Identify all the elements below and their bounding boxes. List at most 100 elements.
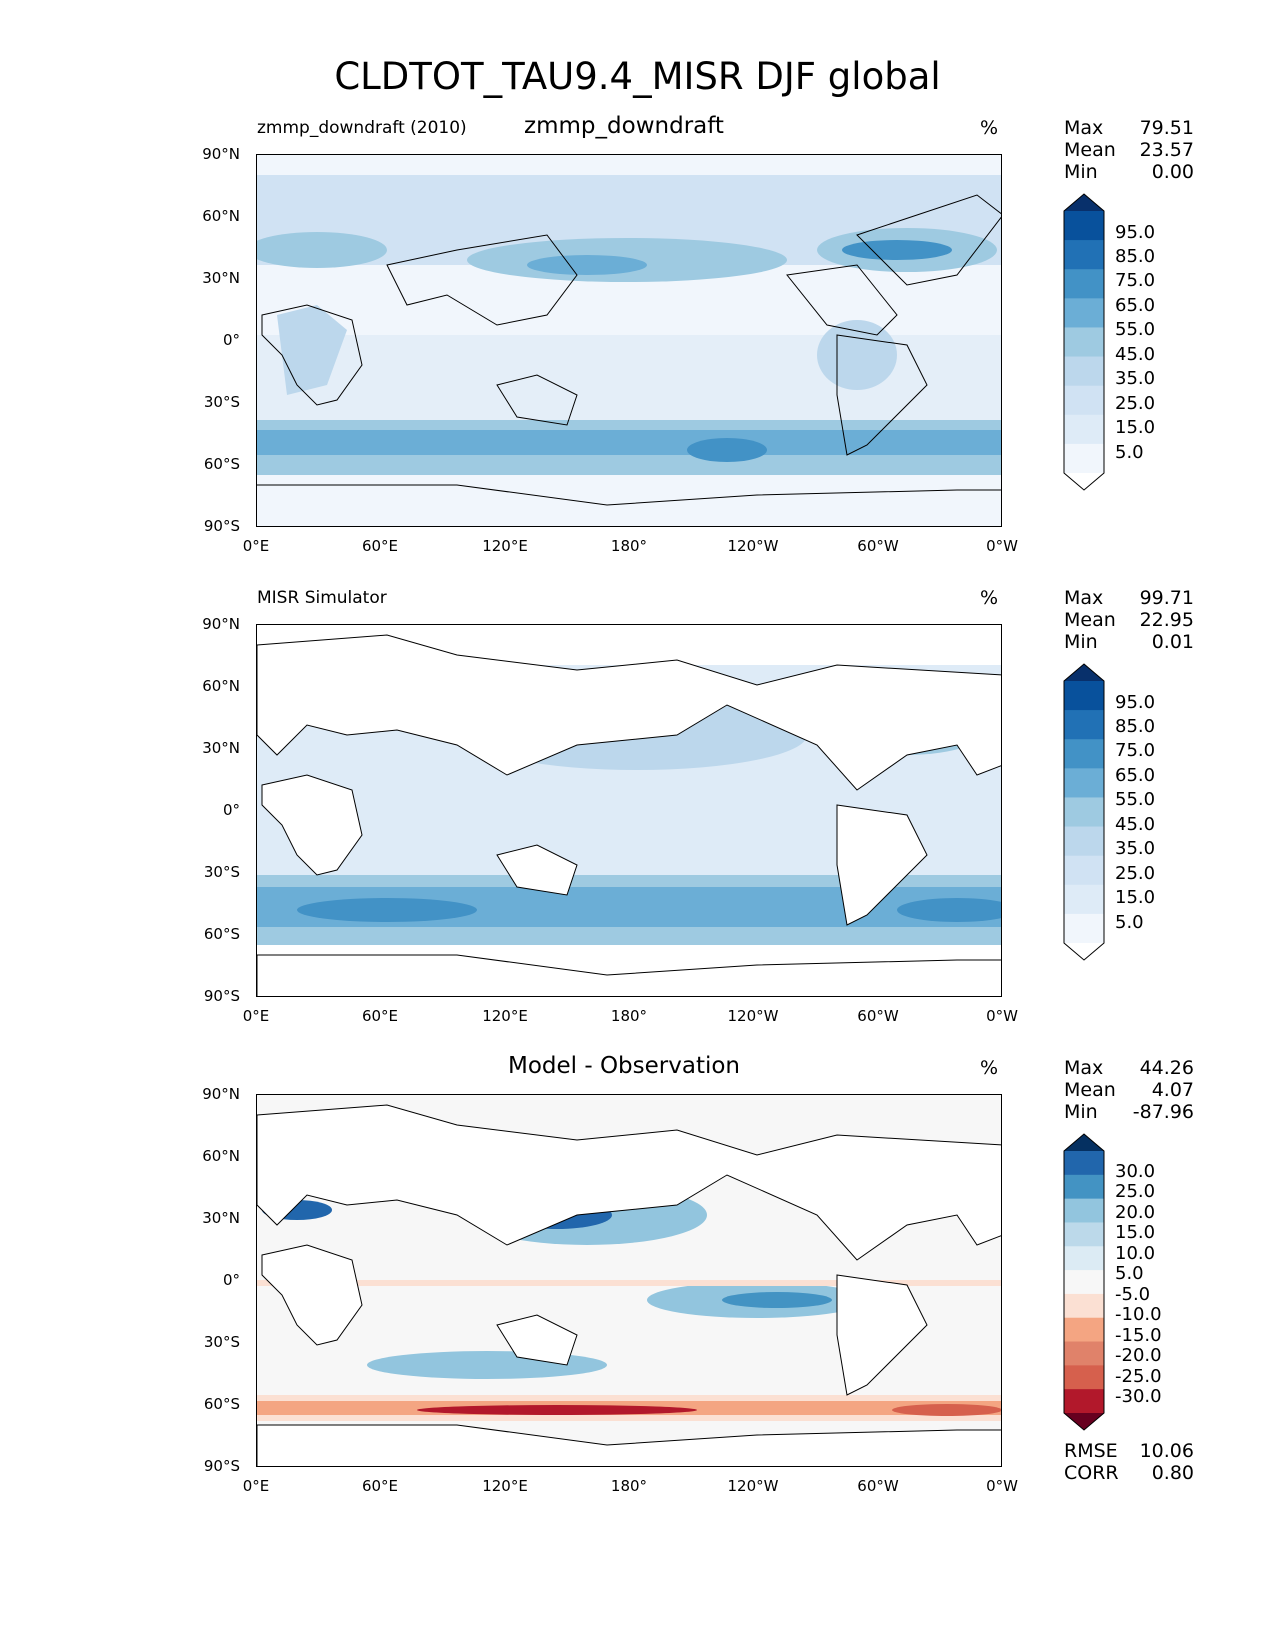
colorbar-segment <box>1064 1222 1104 1247</box>
map-model <box>256 154 1002 527</box>
lon-tick: 180° <box>610 1007 648 1025</box>
colorbar-tick: 15.0 <box>1115 1222 1156 1243</box>
panel-left-title: zmmp_downdraft (2010) <box>257 118 467 138</box>
colorbar-segment <box>1064 269 1104 299</box>
colorbar-tick: -30.0 <box>1115 1386 1162 1407</box>
corr-label: CORR <box>1064 1462 1119 1484</box>
stats-box: Max 44.26 Mean 4.07 Min -87.96 <box>1064 1057 1194 1123</box>
colorbar-segment <box>1064 664 1104 681</box>
stat-max-value: 44.26 <box>1139 1057 1194 1079</box>
colorbar-tick: -20.0 <box>1115 1345 1162 1366</box>
lon-tick: 60°E <box>361 1477 399 1495</box>
panel-left-title: MISR Simulator <box>257 588 387 608</box>
colorbar-tick: -5.0 <box>1115 1284 1151 1305</box>
colorbar-tick: 45.0 <box>1115 814 1156 835</box>
colorbar-tick: 45.0 <box>1115 344 1156 365</box>
rmse-value: 10.06 <box>1139 1440 1194 1462</box>
colorbar-tick: 25.0 <box>1115 863 1156 884</box>
colorbar-tick: 30.0 <box>1115 1161 1156 1182</box>
colorbar-tick: 35.0 <box>1115 838 1156 859</box>
colorbar-segment <box>1064 327 1104 358</box>
colorbar-tick: 85.0 <box>1115 716 1156 737</box>
colorbar-segment <box>1064 385 1104 416</box>
stats-box: Max 79.51 Mean 23.57 Min 0.00 <box>1064 117 1194 183</box>
stat-max-label: Max <box>1064 1057 1104 1079</box>
colorbar-segment <box>1064 1198 1104 1223</box>
colorbar-segment <box>1064 913 1104 944</box>
lat-tick: 60°S <box>203 1395 240 1413</box>
colorbar-tick: 10.0 <box>1115 1243 1156 1264</box>
colorbar <box>1063 1133 1105 1431</box>
stat-max-label: Max <box>1064 587 1104 609</box>
colorbar <box>1063 663 1105 961</box>
colorbar-segment <box>1064 943 1104 960</box>
stats-box: Max 99.71 Mean 22.95 Min 0.01 <box>1064 587 1194 653</box>
colorbar-tick: 5.0 <box>1115 912 1144 933</box>
colorbar-segment <box>1064 739 1104 769</box>
lon-tick: 60°W <box>857 537 899 555</box>
units-label: % <box>980 1057 999 1079</box>
lat-tick: 30°S <box>203 1333 240 1351</box>
figure-title: CLDTOT_TAU9.4_MISR DJF global <box>334 55 941 98</box>
map-observation-field <box>257 625 1001 996</box>
stat-max-label: Max <box>1064 117 1104 139</box>
lat-tick: 60°N <box>202 207 240 225</box>
lon-tick: 180° <box>610 537 648 555</box>
colorbar-segment <box>1064 768 1104 798</box>
stat-mean-value: 4.07 <box>1151 1079 1194 1101</box>
colorbar-segment <box>1064 1134 1104 1151</box>
stat-min-label: Min <box>1064 1101 1098 1123</box>
colorbar-segment <box>1064 797 1104 828</box>
colorbar-tick: 75.0 <box>1115 740 1156 761</box>
colorbar-segment <box>1064 356 1104 387</box>
lat-tick: 30°N <box>202 739 240 757</box>
lon-tick: 0°W <box>986 1007 1018 1025</box>
colorbar-segment <box>1064 473 1104 490</box>
stat-max-value: 79.51 <box>1139 117 1194 139</box>
lon-tick: 120°E <box>482 1477 528 1495</box>
lon-tick: 60°W <box>857 1007 899 1025</box>
colorbar-segment <box>1064 710 1104 740</box>
lat-tick: 90°N <box>202 145 240 163</box>
lon-tick: 120°W <box>727 1007 779 1025</box>
lat-tick: 60°S <box>203 455 240 473</box>
colorbar-tick: 5.0 <box>1115 442 1144 463</box>
map-difference <box>256 1094 1002 1467</box>
lat-tick: 90°S <box>203 1457 240 1475</box>
colorbar-segment <box>1064 1174 1104 1200</box>
colorbar-tick: 75.0 <box>1115 270 1156 291</box>
stat-min-label: Min <box>1064 631 1098 653</box>
lon-tick: 60°E <box>361 1007 399 1025</box>
colorbar-tick: 95.0 <box>1115 692 1156 713</box>
colorbar-segment <box>1064 240 1104 270</box>
lat-tick: 30°N <box>202 269 240 287</box>
colorbar-segment <box>1064 1365 1104 1390</box>
metrics-box: RMSE 10.06 CORR 0.80 <box>1064 1440 1194 1484</box>
lon-tick: 60°E <box>361 537 399 555</box>
colorbar-segment <box>1064 298 1104 328</box>
colorbar-tick: 65.0 <box>1115 765 1156 786</box>
colorbar-segment <box>1064 1246 1104 1271</box>
lon-tick: 120°E <box>482 1007 528 1025</box>
lat-tick: 60°S <box>203 925 240 943</box>
colorbar-segment <box>1064 884 1104 915</box>
lon-tick: 180° <box>610 1477 648 1495</box>
colorbar-tick: 85.0 <box>1115 246 1156 267</box>
panel-center-title: Model - Observation <box>507 1053 741 1079</box>
colorbar-segment <box>1064 1389 1104 1414</box>
colorbar-tick: -15.0 <box>1115 1325 1162 1346</box>
lon-tick: 0°E <box>242 1007 270 1025</box>
colorbar-segment <box>1064 1341 1104 1366</box>
colorbar-tick: 5.0 <box>1115 1263 1144 1284</box>
colorbar-tick: -25.0 <box>1115 1366 1162 1387</box>
colorbar-segment <box>1064 1270 1104 1295</box>
colorbar-tick: -10.0 <box>1115 1304 1162 1325</box>
stat-mean-value: 23.57 <box>1139 139 1194 161</box>
lon-tick: 120°W <box>727 537 779 555</box>
panel-observation: MISR Simulator % 90°N 60°N 30°N 0° 30°S … <box>0 580 1275 1040</box>
lon-tick: 0°E <box>242 1477 270 1495</box>
colorbar-tick: 15.0 <box>1115 887 1156 908</box>
panel-model: zmmp_downdraft (2010) zmmp_downdraft % <box>0 110 1275 570</box>
colorbar <box>1063 193 1105 491</box>
map-observation <box>256 624 1002 997</box>
